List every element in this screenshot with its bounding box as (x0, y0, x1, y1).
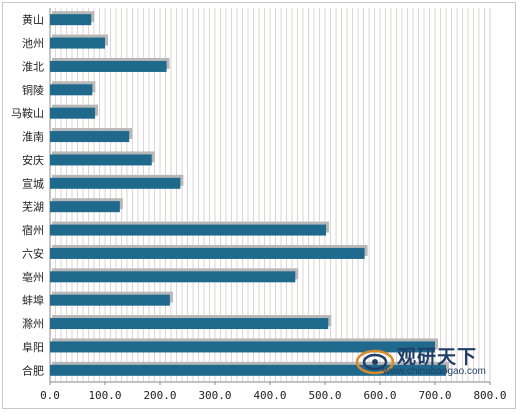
category-label: 池州 (22, 37, 44, 50)
category-label: 铜陵 (22, 83, 44, 97)
category-label: 马鞍山 (11, 106, 44, 120)
category-label: 滁州 (22, 317, 44, 331)
bar (50, 131, 130, 143)
bar (50, 84, 93, 96)
category-label: 蚌埠 (22, 293, 44, 307)
x-tick-label: 600.0 (363, 389, 396, 402)
category-label: 安庆 (22, 153, 44, 167)
bar (50, 201, 120, 213)
watermark: 观研天下 www.chinabaogao.com (355, 342, 505, 382)
bar (50, 247, 365, 259)
category-label: 宣城 (22, 176, 44, 190)
bar (50, 60, 167, 72)
watermark-url: www.chinabaogao.com (383, 366, 486, 377)
bar (50, 294, 170, 306)
category-label: 六安 (22, 246, 44, 260)
category-label: 亳州 (22, 270, 44, 284)
bar (50, 14, 92, 26)
bar (50, 177, 181, 189)
x-tick-label: 300.0 (198, 389, 231, 402)
bar (50, 154, 152, 166)
x-tick-label: 700.0 (418, 389, 451, 402)
category-label: 阜阳 (22, 341, 44, 354)
bar (50, 224, 327, 236)
bar (50, 318, 329, 330)
category-label: 淮北 (22, 60, 44, 73)
x-tick-label: 800.0 (473, 389, 506, 402)
watermark-name: 观研天下 (397, 346, 478, 368)
bar (50, 271, 296, 283)
bar (50, 37, 105, 49)
category-label: 芜湖 (22, 200, 44, 214)
category-label: 黄山 (22, 13, 44, 27)
x-tick-label: 0.0 (40, 389, 60, 402)
watermark-logo-icon (355, 349, 395, 375)
x-tick-label: 100.0 (88, 389, 121, 402)
bar (50, 107, 96, 119)
category-label: 合肥 (22, 363, 44, 377)
bar (50, 341, 435, 353)
bar (50, 364, 446, 376)
x-tick-label: 200.0 (143, 389, 176, 402)
x-tick-label: 400.0 (253, 389, 286, 402)
category-label: 宿州 (22, 223, 44, 237)
x-tick-label: 500.0 (308, 389, 341, 402)
category-label: 淮南 (22, 131, 44, 144)
